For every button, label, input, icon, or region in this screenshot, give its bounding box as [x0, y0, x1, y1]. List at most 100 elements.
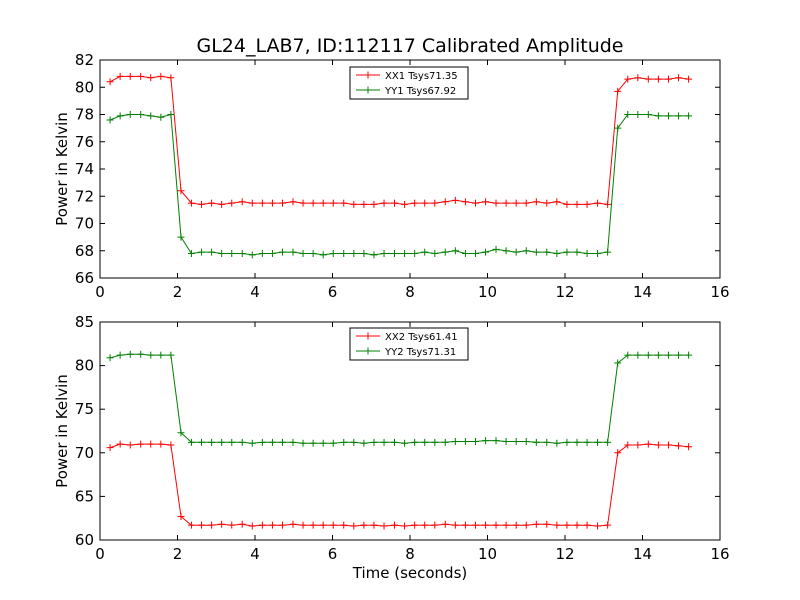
- data-point: [401, 522, 409, 530]
- legend: XX1 Tsys71.35 YY1 Tsys67.92: [349, 66, 469, 100]
- data-point: [583, 521, 591, 529]
- data-point: [319, 521, 327, 529]
- data-point: [218, 200, 226, 208]
- data-point: [482, 437, 490, 445]
- y-tick-label: 75: [75, 400, 94, 418]
- data-point: [573, 521, 581, 529]
- data-point: [431, 438, 439, 446]
- data-point: [553, 521, 561, 529]
- legend: XX2 Tsys61.41 YY2 Tsys71.31: [349, 327, 469, 361]
- data-point: [451, 437, 459, 445]
- data-point: [299, 521, 307, 529]
- data-point: [391, 249, 398, 257]
- legend-label: YY1 Tsys67.92: [384, 86, 456, 97]
- y-tick-label: 80: [75, 78, 94, 96]
- data-point: [299, 249, 307, 257]
- data-point: [167, 111, 175, 118]
- data-point: [116, 112, 124, 120]
- data-point: [664, 112, 672, 120]
- series-xx2: [106, 440, 693, 530]
- data-point: [634, 441, 642, 449]
- data-point: [177, 429, 185, 437]
- x-tick-label: 8: [405, 283, 415, 301]
- data-point: [563, 438, 571, 446]
- data-point: [654, 75, 662, 83]
- x-tick-label: 10: [478, 283, 497, 301]
- data-point: [360, 521, 368, 529]
- data-point: [553, 198, 561, 206]
- data-point: [289, 198, 297, 206]
- x-axis-label: Time (seconds): [352, 564, 468, 582]
- legend-label: YY2 Tsys71.31: [384, 347, 456, 358]
- data-point: [644, 351, 652, 359]
- data-point: [289, 520, 297, 528]
- x-tick-label: 6: [328, 283, 338, 301]
- y-tick-label: 70: [75, 444, 94, 462]
- data-point: [340, 521, 348, 529]
- data-point: [360, 249, 368, 257]
- data-point: [532, 198, 540, 206]
- legend-marker: [364, 332, 372, 340]
- data-point: [644, 111, 652, 118]
- data-point: [228, 438, 236, 446]
- data-point: [177, 512, 185, 520]
- data-point: [309, 199, 317, 207]
- data-point: [137, 111, 145, 118]
- x-tick-label: 6: [328, 545, 338, 563]
- data-point: [685, 351, 693, 359]
- data-point: [218, 249, 226, 257]
- data-point: [532, 248, 540, 256]
- data-point: [116, 351, 124, 359]
- data-point: [441, 438, 449, 446]
- y-tick-label: 65: [75, 487, 94, 505]
- data-point: [614, 449, 622, 457]
- data-point: [248, 251, 256, 259]
- data-point: [391, 199, 398, 207]
- data-point: [238, 438, 246, 446]
- data-point: [167, 441, 175, 449]
- data-point: [624, 351, 632, 359]
- data-point: [340, 249, 348, 257]
- data-point: [279, 438, 287, 446]
- x-tick-label: 0: [95, 545, 105, 563]
- data-point: [451, 521, 459, 529]
- data-point: [664, 441, 672, 449]
- data-point: [532, 438, 540, 446]
- x-tick-label: 4: [250, 283, 260, 301]
- data-point: [563, 248, 571, 256]
- data-point: [543, 199, 551, 207]
- data-point: [543, 248, 551, 256]
- data-point: [675, 112, 683, 120]
- data-point: [106, 444, 114, 452]
- data-point: [502, 199, 510, 207]
- data-point: [664, 75, 672, 83]
- x-tick-label: 10: [478, 545, 497, 563]
- data-point: [624, 441, 632, 449]
- y-axis-label: Power in Kelvin: [53, 112, 71, 226]
- data-point: [268, 249, 276, 257]
- x-tick-label: 16: [710, 283, 729, 301]
- data-point: [198, 248, 206, 256]
- data-point: [370, 200, 378, 208]
- data-point: [380, 199, 388, 207]
- data-point: [218, 438, 226, 446]
- data-point: [614, 124, 622, 132]
- data-point: [471, 199, 479, 207]
- data-point: [380, 438, 388, 446]
- data-point: [319, 199, 327, 207]
- data-point: [167, 351, 175, 359]
- x-tick-label: 4: [250, 545, 260, 563]
- data-point: [614, 359, 622, 367]
- legend-box: [349, 327, 469, 361]
- data-point: [614, 87, 622, 95]
- data-point: [177, 187, 185, 195]
- data-point: [157, 113, 165, 121]
- data-point: [522, 521, 530, 529]
- data-point: [604, 521, 612, 529]
- data-point: [604, 200, 612, 208]
- data-point: [268, 521, 276, 529]
- data-point: [624, 75, 632, 83]
- data-point: [594, 199, 602, 207]
- data-point: [380, 522, 388, 530]
